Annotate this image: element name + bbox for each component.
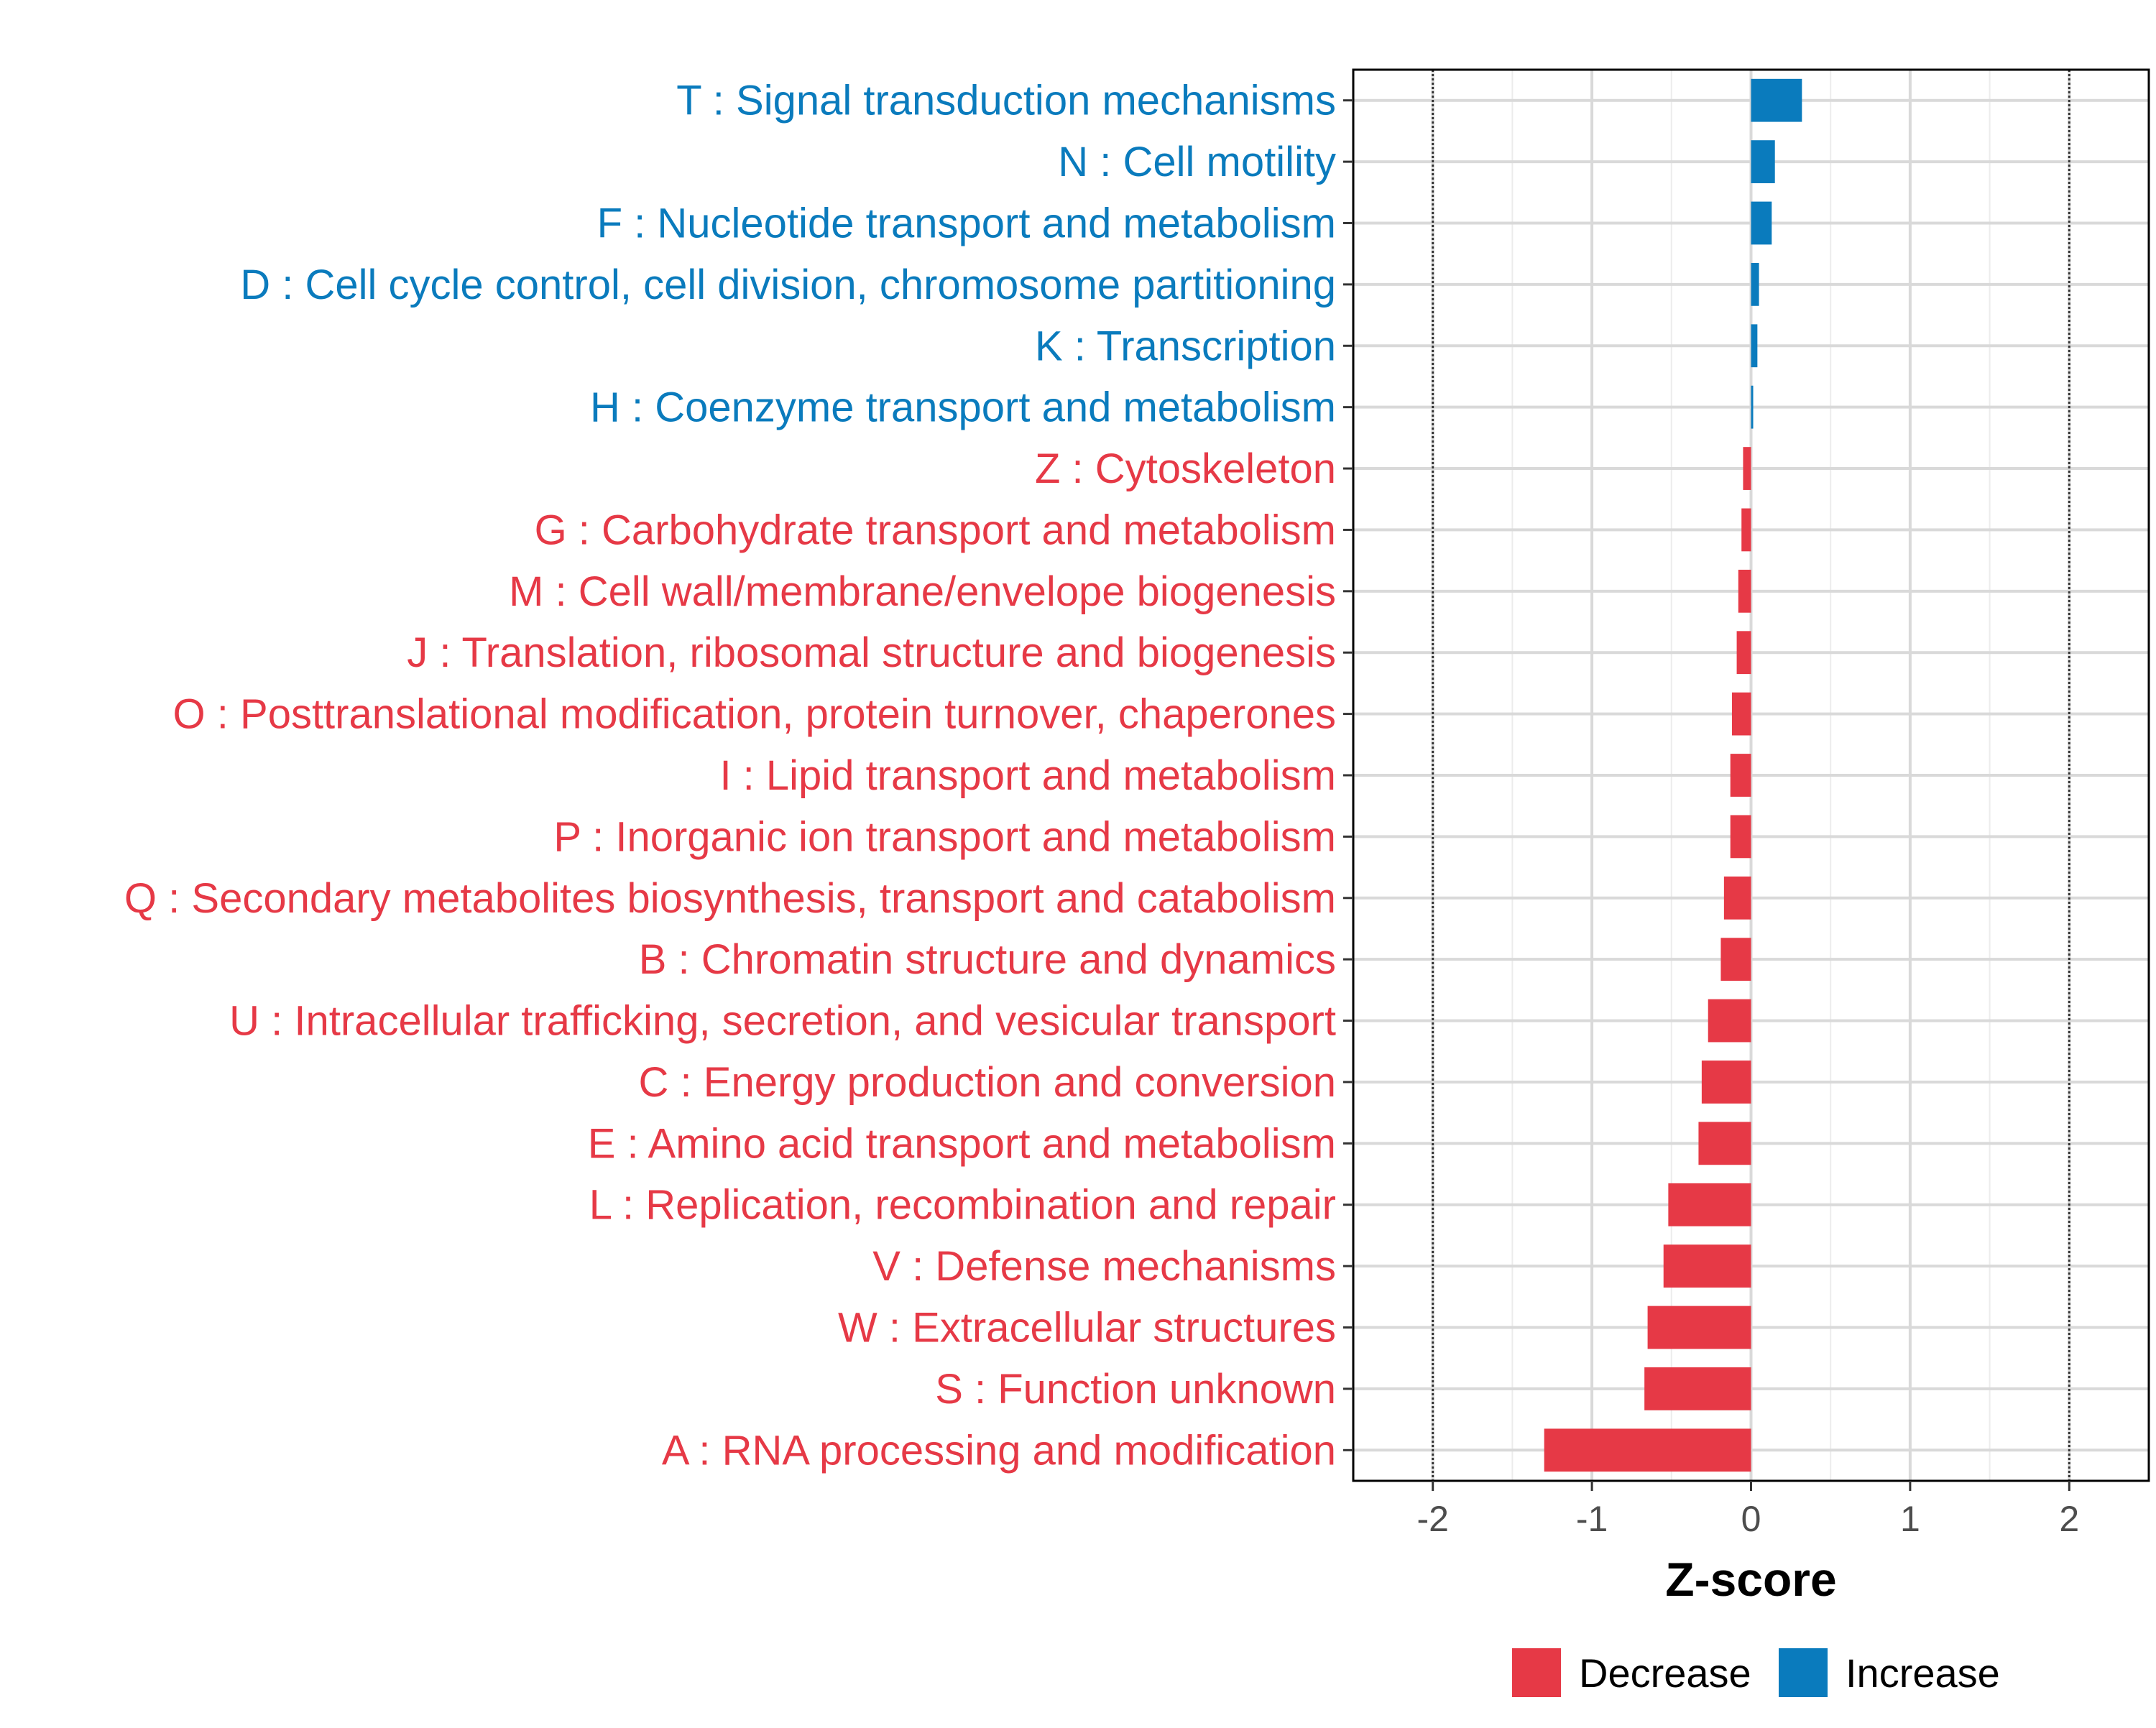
category-label: O : Posttranslational modification, prot… — [173, 691, 1336, 738]
bar — [1741, 508, 1751, 552]
category-label: G : Carbohydrate transport and metabolis… — [535, 507, 1336, 553]
x-tick-label: -2 — [1416, 1499, 1448, 1539]
category-label: M : Cell wall/membrane/envelope biogenes… — [509, 568, 1336, 615]
x-tick-label: -1 — [1576, 1499, 1608, 1539]
category-label: D : Cell cycle control, cell division, c… — [240, 262, 1336, 308]
bar — [1731, 692, 1751, 736]
category-label: U : Intracellular trafficking, secretion… — [229, 998, 1336, 1045]
x-tick-label: 2 — [2059, 1499, 2079, 1539]
category-label: H : Coenzyme transport and metabolism — [590, 384, 1336, 431]
legend-swatch — [1779, 1648, 1828, 1697]
category-label: J : Translation, ribosomal structure and… — [407, 629, 1336, 676]
bar — [1708, 999, 1751, 1043]
category-label: N : Cell motility — [1058, 139, 1336, 185]
bar — [1743, 447, 1751, 490]
bar — [1736, 631, 1751, 675]
legend: Decrease Increase — [1512, 1648, 2000, 1697]
bar — [1751, 140, 1775, 183]
category-label: K : Transcription — [1035, 323, 1336, 369]
category-label: A : RNA processing and modification — [662, 1427, 1336, 1474]
category-label: C : Energy production and conversion — [639, 1059, 1336, 1106]
bar — [1730, 815, 1751, 859]
bar — [1701, 1061, 1751, 1104]
bar — [1668, 1183, 1751, 1226]
x-axis-ticks: -2 -1 0 1 2 — [1416, 1481, 2079, 1539]
category-label: S : Function unknown — [935, 1366, 1336, 1413]
bars-layer — [1544, 78, 1802, 1472]
category-label: P : Inorganic ion transport and metaboli… — [553, 813, 1336, 860]
category-label: Z : Cytoskeleton — [1035, 445, 1336, 492]
bar — [1720, 938, 1751, 981]
bar — [1751, 262, 1759, 306]
x-tick-label: 0 — [1741, 1499, 1761, 1539]
legend-label: Increase — [1846, 1650, 2000, 1696]
bar — [1647, 1306, 1751, 1349]
bar — [1544, 1428, 1751, 1472]
legend-swatch — [1512, 1648, 1561, 1697]
x-tick-label: 1 — [1900, 1499, 1920, 1539]
bar — [1751, 201, 1772, 245]
category-label: V : Defense mechanisms — [872, 1243, 1336, 1290]
bar — [1663, 1244, 1751, 1288]
bar — [1723, 876, 1751, 920]
bar — [1751, 78, 1802, 122]
bar — [1738, 569, 1751, 613]
category-label: Q : Secondary metabolites biosynthesis, … — [124, 875, 1336, 922]
category-label: L : Replication, recombination and repai… — [589, 1182, 1336, 1229]
bar — [1698, 1122, 1751, 1165]
category-label: W : Extracellular structures — [838, 1305, 1336, 1352]
bar — [1644, 1367, 1751, 1410]
bar — [1751, 324, 1758, 368]
category-label: E : Amino acid transport and metabolism — [588, 1120, 1336, 1167]
y-axis-ticks — [1343, 99, 1353, 1451]
x-axis-title: Z-score — [1665, 1553, 1836, 1606]
category-label: F : Nucleotide transport and metabolism — [597, 200, 1336, 246]
legend-label: Decrease — [1579, 1650, 1751, 1696]
category-label: T : Signal transduction mechanisms — [676, 78, 1336, 124]
category-label: I : Lipid transport and metabolism — [719, 752, 1336, 799]
bar — [1751, 385, 1754, 429]
category-label: B : Chromatin structure and dynamics — [639, 936, 1336, 983]
y-axis-category-labels: T : Signal transduction mechanisms N : Ce… — [124, 78, 1336, 1474]
bar — [1730, 754, 1751, 797]
